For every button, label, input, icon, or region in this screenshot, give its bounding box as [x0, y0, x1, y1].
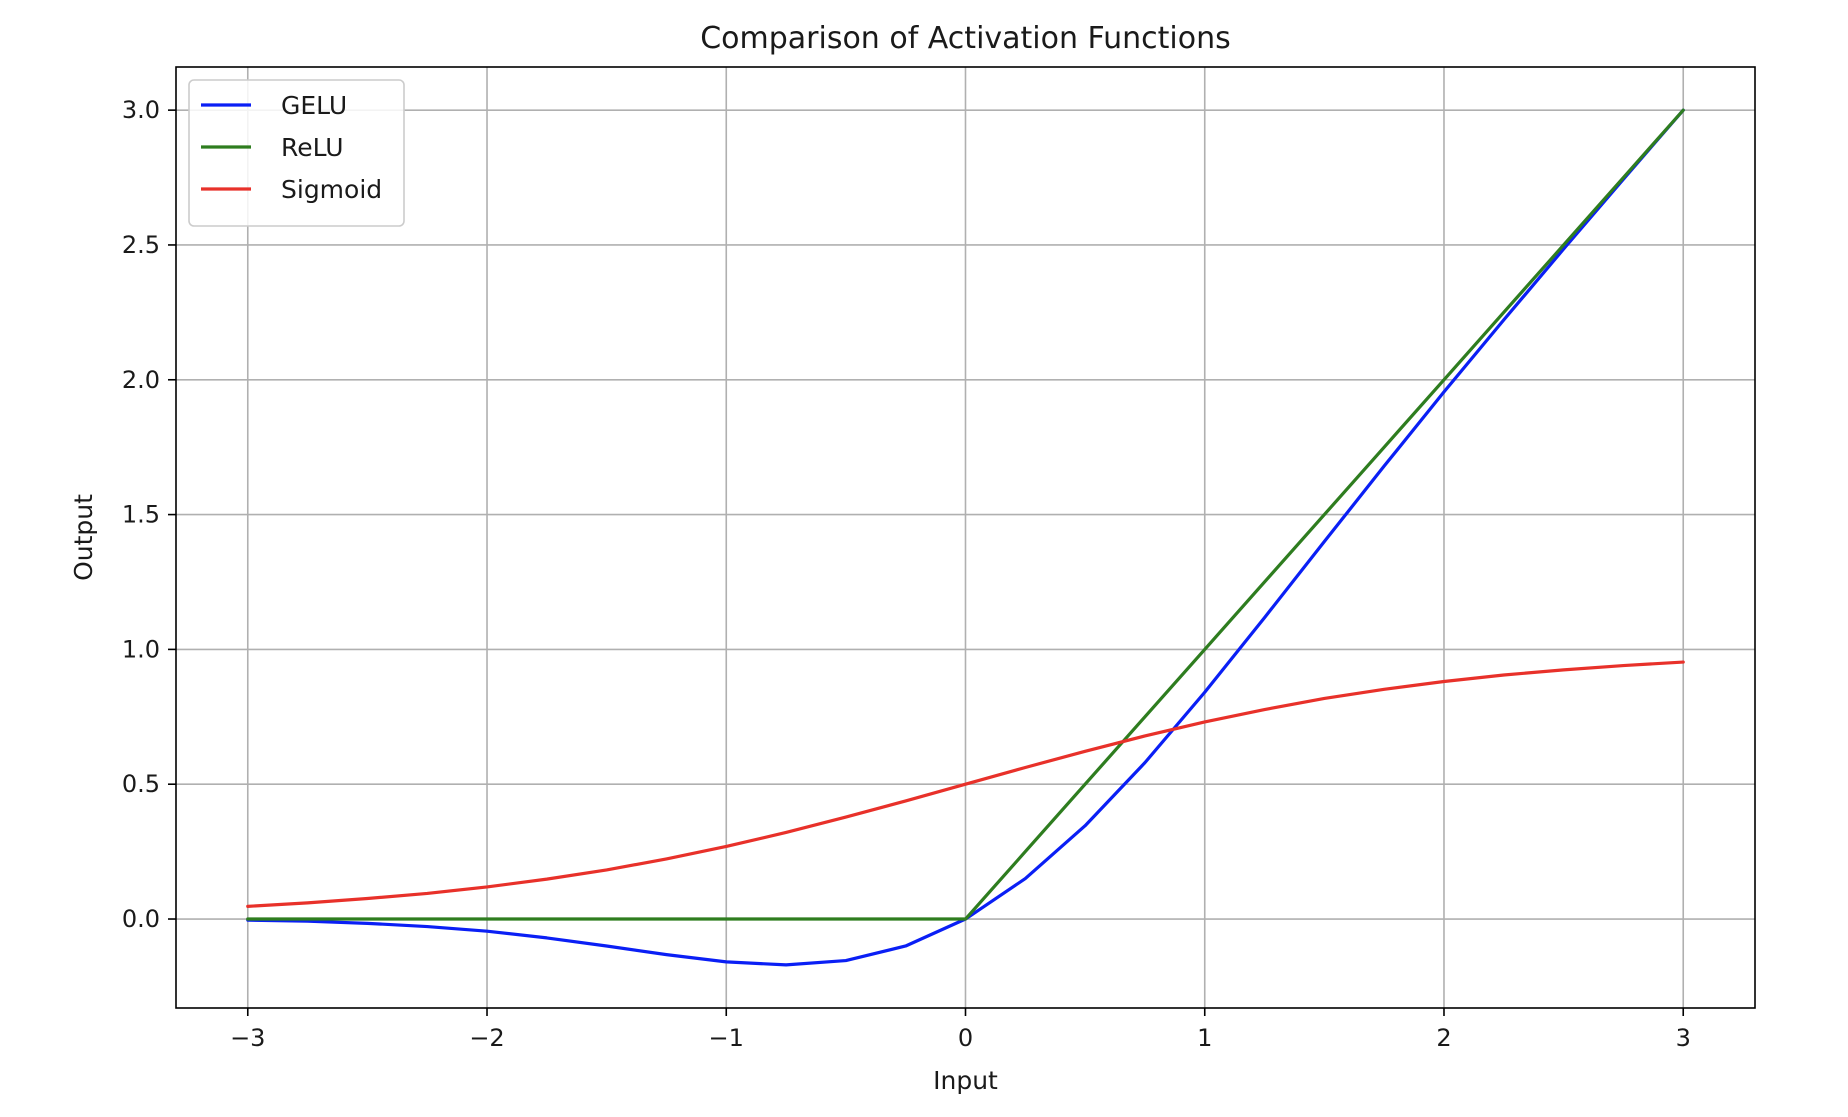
legend-label-relu: ReLU [281, 133, 344, 162]
y-tick-label: 3.0 [122, 96, 160, 124]
y-tick-label: 2.0 [122, 366, 160, 394]
legend-label-sigmoid: Sigmoid [281, 175, 382, 204]
y-tick-label: 0.5 [122, 770, 160, 798]
x-tick-label: 0 [958, 1024, 973, 1052]
x-tick-label: −2 [469, 1024, 504, 1052]
y-axis-label: Output [69, 494, 98, 581]
x-tick-label: −3 [230, 1024, 265, 1052]
legend-label-gelu: GELU [281, 91, 347, 120]
axis-ticks: −3 −2 −1 0 1 2 3 0.0 0.5 1.0 1.5 2.0 2.5 3.0 [122, 96, 1691, 1052]
series-line-sigmoid [246, 660, 1685, 908]
y-tick-label: 1.5 [122, 501, 160, 529]
x-axis-label: Input [933, 1066, 998, 1095]
y-tick-label: 1.0 [122, 635, 160, 663]
chart-title: Comparison of Activation Functions [700, 21, 1231, 56]
series-line-relu [246, 108, 1685, 921]
x-tick-label: 1 [1197, 1024, 1212, 1052]
legend: GELU ReLU Sigmoid [188, 79, 405, 227]
plot-series [246, 108, 1685, 967]
y-tick-label: 2.5 [122, 231, 160, 259]
x-tick-label: 3 [1676, 1024, 1691, 1052]
grid-lines [176, 67, 1755, 1008]
x-tick-label: −1 [709, 1024, 744, 1052]
x-tick-label: 2 [1436, 1024, 1451, 1052]
y-tick-label: 0.0 [122, 905, 160, 933]
